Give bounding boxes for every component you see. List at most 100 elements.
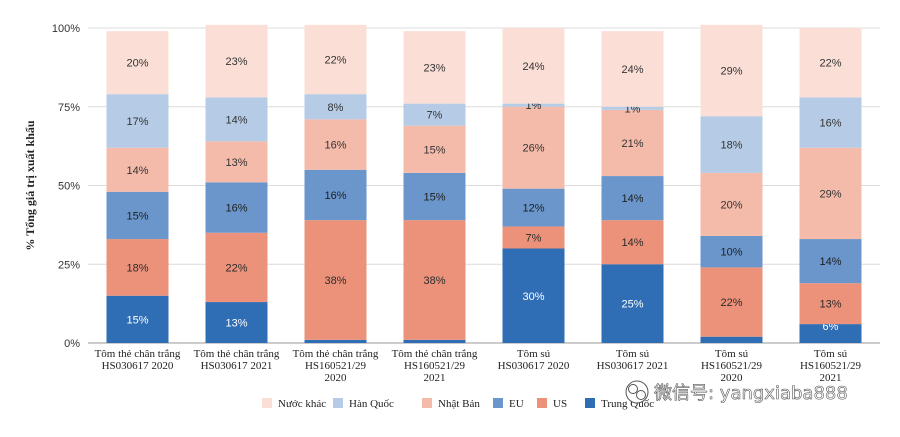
x-category-label: HS030617 2021 (597, 360, 669, 372)
bar-segment (799, 28, 862, 98)
x-category-label: 2021 (820, 372, 842, 384)
legend-swatch (585, 398, 595, 408)
bar-segment (700, 24, 763, 117)
y-tick-label: 75% (58, 102, 80, 114)
bar-segment (601, 31, 664, 107)
bar-value-label: 8% (328, 102, 344, 114)
bar-segment (700, 235, 763, 268)
bar-value-label: 16% (324, 140, 346, 152)
bar-value-label: 21% (621, 138, 643, 150)
bar-value-label: 7% (427, 110, 443, 122)
bar-value-label: 7% (526, 232, 542, 244)
bar-segment (205, 97, 268, 142)
x-category-label: Tôm sú (616, 348, 650, 360)
bar-segment (304, 339, 367, 343)
legend-swatch (422, 398, 432, 408)
bar-value-label: 14% (225, 114, 247, 126)
x-category-label: HS030617 2020 (498, 360, 570, 372)
bar-value-label: 23% (225, 56, 247, 68)
x-category-label: HS160521/29 (404, 360, 466, 372)
bar-value-label: 18% (126, 262, 148, 274)
x-category-label: HS160521/29 (701, 360, 763, 372)
legend-swatch (262, 398, 272, 408)
bar-segment (205, 24, 268, 98)
bar-segment (700, 267, 763, 337)
bar-value-label: 13% (819, 299, 841, 311)
bar-segment (799, 147, 862, 240)
bar-segment (502, 248, 565, 343)
bar-value-label: 22% (324, 55, 346, 67)
bar-value-label: 15% (423, 192, 445, 204)
bar-segment (106, 191, 169, 240)
bar-segment (304, 24, 367, 95)
y-tick-label: 50% (58, 181, 80, 193)
bar-value-label: 10% (720, 247, 742, 259)
x-category-label: Tôm sú (814, 348, 848, 360)
legend-label: EU (509, 398, 524, 410)
watermark-text: 微信号: yangxiaba888 (654, 383, 848, 404)
bar-segment (601, 220, 664, 265)
bar-segment (205, 141, 268, 183)
bar-segment (502, 28, 565, 104)
bar-segment (304, 169, 367, 221)
bar-value-label: 20% (720, 199, 742, 211)
bar-value-label: 24% (621, 64, 643, 76)
bar-segment (304, 119, 367, 170)
x-category-label: HS030617 2020 (102, 360, 174, 372)
x-category-label: HS030617 2021 (201, 360, 273, 372)
x-category-label: Tôm sú (517, 348, 551, 360)
legend-swatch (333, 398, 343, 408)
bar-value-label: 16% (324, 190, 346, 202)
bar-segment (304, 94, 367, 120)
bar-segment (403, 125, 466, 173)
x-category-label: HS160521/29 (305, 360, 367, 372)
bar-segment (403, 220, 466, 340)
bar-segment (700, 172, 763, 236)
bar-segment (799, 97, 862, 148)
bar-value-label: 16% (819, 118, 841, 130)
legend-label: Nhật Bản (438, 398, 480, 410)
bar-segment (403, 103, 466, 126)
bar-value-label: 29% (720, 66, 742, 78)
bar-value-label: 14% (126, 165, 148, 177)
bar-value-label: 13% (225, 318, 247, 330)
bar-value-label: 38% (324, 275, 346, 287)
bar-value-label: 13% (225, 157, 247, 169)
bar-value-label: 26% (522, 143, 544, 155)
x-category-label: 2020 (721, 372, 744, 384)
bar-segment (304, 220, 367, 340)
bar-value-label: 15% (126, 210, 148, 222)
bar-segment (700, 116, 763, 173)
bar-segment (403, 172, 466, 221)
bar-value-label: 15% (126, 314, 148, 326)
bar-value-label: 23% (423, 62, 445, 74)
bar-segment (205, 232, 268, 303)
bar-value-label: 22% (720, 297, 742, 309)
bar-segment (799, 324, 862, 343)
x-category-label: Tôm thẻ chân trắng (95, 348, 181, 360)
legend-swatch (537, 398, 547, 408)
legend-label: Trung Quốc (601, 398, 654, 410)
bar-segment (502, 188, 565, 227)
x-category-label: Tôm thẻ chân trắng (293, 348, 379, 360)
bar-segment (106, 295, 169, 343)
bar-segment (502, 226, 565, 249)
bar-segment (205, 302, 268, 343)
bar-value-label: 14% (621, 193, 643, 205)
bar-value-label: 22% (819, 58, 841, 70)
wechat-icon-bubble-right (636, 390, 646, 400)
bar-value-label: 30% (522, 291, 544, 303)
bar-segment (799, 283, 862, 325)
y-axis-label: % Tổng giá trị xuất khẩu (23, 120, 37, 250)
bar-segment (601, 176, 664, 221)
bar-value-label: 18% (720, 140, 742, 152)
bar-value-label: 17% (126, 116, 148, 128)
bar-segment (502, 103, 565, 107)
bar-value-label: 15% (423, 144, 445, 156)
bar-segment (601, 106, 664, 110)
x-category-label: Tôm sú (715, 348, 749, 360)
bar-value-label: 14% (819, 256, 841, 268)
legend-label: US (553, 398, 567, 410)
bar-value-label: 16% (225, 203, 247, 215)
